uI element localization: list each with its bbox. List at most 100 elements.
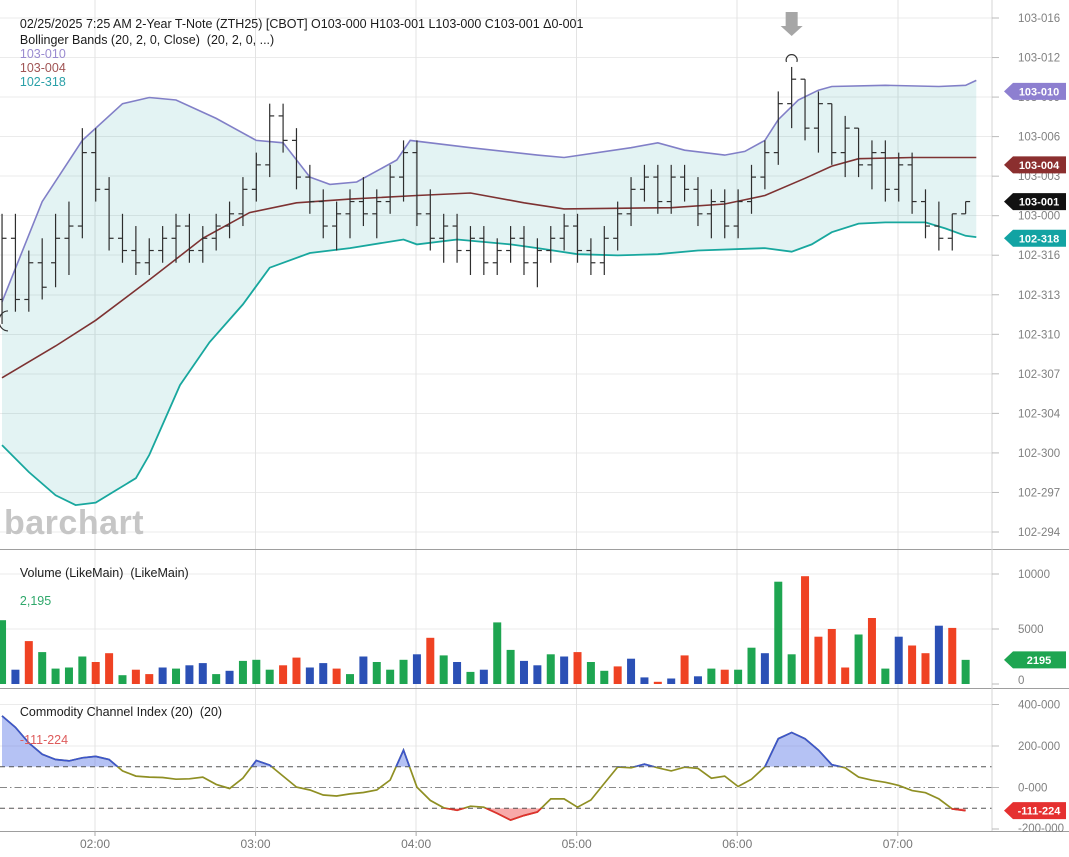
ohlc-bar [452, 213, 462, 263]
volume-bar [680, 655, 689, 684]
volume-bar [399, 659, 408, 684]
indicator-header: Bollinger Bands (20, 2, 0, Close) (20, 2… [6, 19, 278, 103]
volume-bar [841, 667, 850, 684]
cci-line-above [1, 715, 845, 767]
cci-pane [0, 715, 992, 822]
quote-header: 02/25/2025 7:25 AM 2-Year T-Note (ZTH25)… [6, 3, 584, 45]
price-axis-label: 103-003 [1018, 171, 1060, 183]
volume-badge: 2195 [1004, 651, 1066, 669]
bollinger-fill [2, 80, 977, 506]
volume-bar [265, 669, 274, 684]
volume-bar [319, 663, 328, 684]
ohlc-bar [532, 238, 542, 288]
ohlc-bar [184, 213, 194, 263]
ohlc-bar [546, 226, 556, 263]
volume-value: 2,195 [19, 594, 52, 608]
quote-header-text: 02/25/2025 7:25 AM 2-Year T-Note (ZTH25)… [19, 17, 584, 31]
ohlc-bar [372, 189, 382, 239]
volume-bar [386, 669, 395, 684]
ohlc-bar [880, 140, 890, 202]
volume-bar [479, 669, 488, 684]
cci-fill-above [2, 715, 966, 767]
cci-badge: -111-224 [1004, 802, 1066, 820]
volume-bar [38, 652, 47, 684]
volume-bar [372, 662, 381, 684]
ohlc-bar [613, 201, 623, 251]
ohlc-bar [787, 66, 797, 129]
volume-bar [158, 667, 167, 684]
volume-bar [172, 668, 181, 684]
ohlc-bar [947, 213, 957, 251]
barchart-watermark-logo: barchart [4, 504, 145, 542]
volume-bar [734, 669, 743, 684]
time-axis-label: 04:00 [401, 837, 431, 851]
ohlc-bar [639, 164, 649, 202]
ohlc-bar [747, 164, 757, 214]
volume-bar [573, 652, 582, 684]
ohlc-bar [10, 213, 20, 312]
ohlc-bar [211, 213, 221, 251]
circle-marker-low [0, 310, 9, 332]
ohlc-bar [827, 103, 837, 165]
price-badge: 103-001 [1004, 193, 1066, 211]
volume-bar [198, 663, 207, 684]
ohlc-bar [51, 213, 61, 288]
time-axis-label: 05:00 [562, 837, 592, 851]
volume-bar [827, 629, 836, 684]
volume-bar [934, 625, 943, 684]
volume-bar [131, 669, 140, 684]
volume-bar [105, 653, 114, 684]
price-badge-shape [1004, 156, 1066, 174]
time-axis-label: 07:00 [883, 837, 913, 851]
bollinger-label: Bollinger Bands (20, 2, 0, Close) (20, 2… [19, 33, 275, 47]
time-axis[interactable]: 02:00 03:00 04:00 05:00 06:00 07:00 [80, 831, 913, 851]
ohlc-bar [318, 189, 328, 239]
volume-bar [720, 669, 729, 684]
ohlc-bar [813, 91, 823, 153]
ohlc-bar [653, 164, 663, 214]
ohlc-bar [117, 213, 127, 263]
volume-axis-label: 10000 [1018, 569, 1050, 581]
volume-bar [881, 668, 890, 684]
ohlc-bar [332, 201, 342, 251]
volume-bar [787, 654, 796, 684]
price-axis-label: 103-000 [1018, 211, 1060, 223]
price-axis-label: 103-016 [1018, 13, 1060, 25]
price-axis-label: 103-012 [1018, 53, 1060, 65]
volume-bar [91, 662, 100, 684]
ohlc-bar [573, 213, 583, 263]
cci-label: Commodity Channel Index (20) (20) [19, 705, 223, 719]
ohlc-bar [91, 128, 101, 202]
volume-bar [653, 681, 662, 684]
time-axis-label: 02:00 [80, 837, 110, 851]
price-badge-text: 103-004 [1019, 160, 1060, 172]
ohlc-bar [0, 213, 7, 324]
ohlc-bar [894, 152, 904, 202]
volume-bar [332, 668, 341, 684]
volume-bar [466, 671, 475, 684]
volume-bar [693, 676, 702, 684]
price-axis-label: 102-310 [1018, 329, 1060, 341]
ohlc-bar [77, 128, 87, 239]
price-badge-shape [1004, 229, 1066, 247]
volume-bar [0, 620, 7, 684]
ohlc-bar [64, 201, 74, 275]
bollinger-upper-line [1, 79, 977, 303]
volume-bar [707, 668, 716, 684]
time-axis-label: 06:00 [722, 837, 752, 851]
volume-axis-label: 5000 [1018, 624, 1044, 636]
bollinger-middle-value: 103-004 [19, 61, 66, 75]
volume-bar [533, 665, 542, 684]
pane-frame [0, 0, 1069, 832]
ohlc-bar [291, 128, 301, 190]
ohlc-bar [251, 152, 261, 202]
volume-bar [519, 660, 528, 684]
price-badge-text: 102-318 [1019, 233, 1059, 245]
volume-badge-shape [1004, 651, 1066, 669]
price-axis-label: 102-300 [1018, 448, 1060, 460]
volume-bar [921, 653, 930, 684]
volume-bar [439, 655, 448, 684]
price-badge-text: 103-010 [1019, 86, 1059, 98]
price-axis[interactable]: 103-016103-012103-009103-006103-003103-0… [992, 13, 1066, 835]
